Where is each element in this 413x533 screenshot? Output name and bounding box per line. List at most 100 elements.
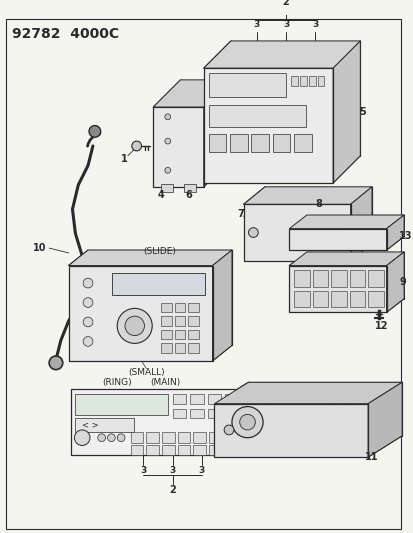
Polygon shape — [243, 187, 371, 204]
Circle shape — [164, 114, 170, 120]
Bar — [188, 316, 198, 326]
Bar — [312, 270, 328, 287]
Bar — [192, 445, 205, 455]
Text: 92782  4000C: 92782 4000C — [12, 27, 119, 42]
Text: 6: 6 — [185, 190, 192, 199]
Bar — [172, 394, 186, 403]
Bar — [188, 330, 198, 340]
Bar — [207, 394, 221, 403]
Polygon shape — [212, 250, 231, 361]
Bar — [208, 445, 221, 455]
Polygon shape — [203, 41, 359, 68]
Circle shape — [74, 430, 90, 446]
Circle shape — [164, 167, 170, 173]
Bar — [190, 408, 203, 418]
Polygon shape — [69, 250, 231, 265]
Bar — [161, 184, 172, 192]
Polygon shape — [289, 229, 386, 250]
Bar — [208, 73, 286, 98]
Bar — [188, 303, 198, 312]
Circle shape — [107, 434, 115, 442]
Bar — [161, 316, 171, 326]
Bar — [367, 291, 383, 308]
Bar — [184, 184, 195, 192]
Bar — [69, 265, 212, 361]
Text: (SMALL): (SMALL) — [128, 368, 164, 377]
Bar — [203, 68, 332, 183]
Polygon shape — [69, 265, 212, 361]
Circle shape — [83, 336, 93, 346]
Text: 3: 3 — [169, 466, 176, 475]
Text: 1: 1 — [120, 154, 127, 164]
Bar — [70, 389, 264, 455]
Bar — [272, 134, 290, 152]
Text: 10: 10 — [33, 243, 46, 253]
Bar — [207, 408, 221, 418]
Text: (MAIN): (MAIN) — [150, 378, 180, 387]
Text: 4: 4 — [157, 190, 164, 199]
Text: 2: 2 — [169, 485, 176, 495]
Bar — [161, 303, 171, 312]
Bar — [294, 134, 311, 152]
Text: 5: 5 — [358, 107, 365, 117]
Bar — [177, 432, 190, 442]
Polygon shape — [386, 215, 403, 250]
Bar — [299, 76, 306, 86]
Bar — [208, 432, 221, 442]
Bar — [146, 445, 159, 455]
Bar — [75, 394, 167, 415]
Text: 12: 12 — [374, 321, 387, 331]
Text: (RING): (RING) — [102, 378, 132, 387]
Circle shape — [97, 434, 105, 442]
Text: 3: 3 — [253, 20, 259, 29]
Bar — [243, 204, 350, 261]
Circle shape — [248, 228, 258, 237]
Text: 11: 11 — [364, 452, 378, 462]
Bar — [161, 330, 171, 340]
Bar — [208, 134, 225, 152]
Bar — [192, 432, 205, 442]
Text: 3: 3 — [311, 20, 318, 29]
Text: (SLIDE): (SLIDE) — [143, 247, 176, 256]
Text: 7: 7 — [237, 209, 244, 219]
Text: 3: 3 — [198, 466, 204, 475]
Circle shape — [49, 356, 63, 369]
Bar — [225, 408, 238, 418]
Polygon shape — [153, 107, 203, 187]
Bar — [291, 76, 297, 86]
Circle shape — [164, 138, 170, 144]
Bar — [153, 107, 203, 187]
Polygon shape — [367, 382, 401, 457]
Bar — [214, 403, 367, 457]
Bar — [317, 76, 323, 86]
Polygon shape — [350, 187, 371, 261]
Bar — [161, 445, 174, 455]
Circle shape — [83, 278, 93, 288]
Bar — [131, 445, 143, 455]
Circle shape — [89, 126, 100, 137]
Bar — [131, 432, 143, 442]
Bar — [294, 291, 309, 308]
Text: 3: 3 — [282, 20, 288, 29]
Circle shape — [223, 425, 233, 435]
Bar — [190, 394, 203, 403]
Bar — [172, 408, 186, 418]
Bar — [174, 316, 185, 326]
Text: 3: 3 — [140, 466, 146, 475]
Text: 9: 9 — [399, 277, 406, 287]
Bar — [294, 270, 309, 287]
Bar — [230, 134, 247, 152]
Circle shape — [131, 141, 141, 151]
Bar — [174, 343, 185, 353]
Polygon shape — [203, 80, 230, 187]
Circle shape — [125, 316, 144, 336]
Polygon shape — [289, 252, 403, 265]
Bar — [289, 229, 386, 250]
Bar — [289, 265, 386, 312]
Polygon shape — [289, 215, 403, 229]
Circle shape — [83, 317, 93, 327]
Circle shape — [117, 434, 125, 442]
Bar — [330, 270, 346, 287]
Polygon shape — [214, 403, 367, 457]
Bar — [161, 343, 171, 353]
